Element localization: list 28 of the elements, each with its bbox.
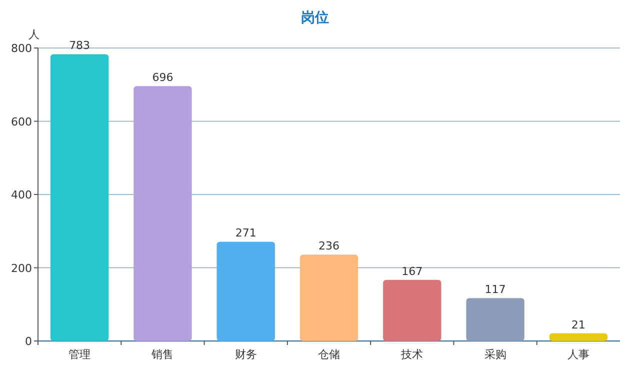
data-label: 236 [318,240,340,253]
x-tick-label: 销售 [150,348,174,361]
data-label: 117 [484,283,506,296]
bar [50,54,109,341]
y-tick-label: 800 [11,42,32,55]
bar [549,333,608,341]
data-label: 21 [571,318,586,332]
y-tick-label: 400 [11,188,32,202]
y-tick-label: 0 [25,335,32,348]
y-axis-title: 人 [28,28,40,41]
x-tick-label: 人事 [567,348,590,361]
bar [134,86,192,341]
bar [216,242,275,341]
x-tick-label: 采购 [484,348,506,361]
bar [383,280,442,341]
y-tick-label: 200 [11,262,32,275]
bar [300,254,358,341]
data-label: 783 [69,39,90,52]
bar [466,298,524,341]
data-label: 271 [235,226,256,240]
data-label: 696 [152,71,174,84]
data-label: 167 [402,264,423,278]
chart-title: 岗位 [301,10,329,26]
x-tick-label: 技术 [400,348,424,361]
x-tick-label: 管理 [68,348,91,361]
x-tick-label: 仓储 [318,348,340,361]
x-tick-label: 财务 [234,348,257,361]
y-tick-label: 600 [11,115,32,128]
